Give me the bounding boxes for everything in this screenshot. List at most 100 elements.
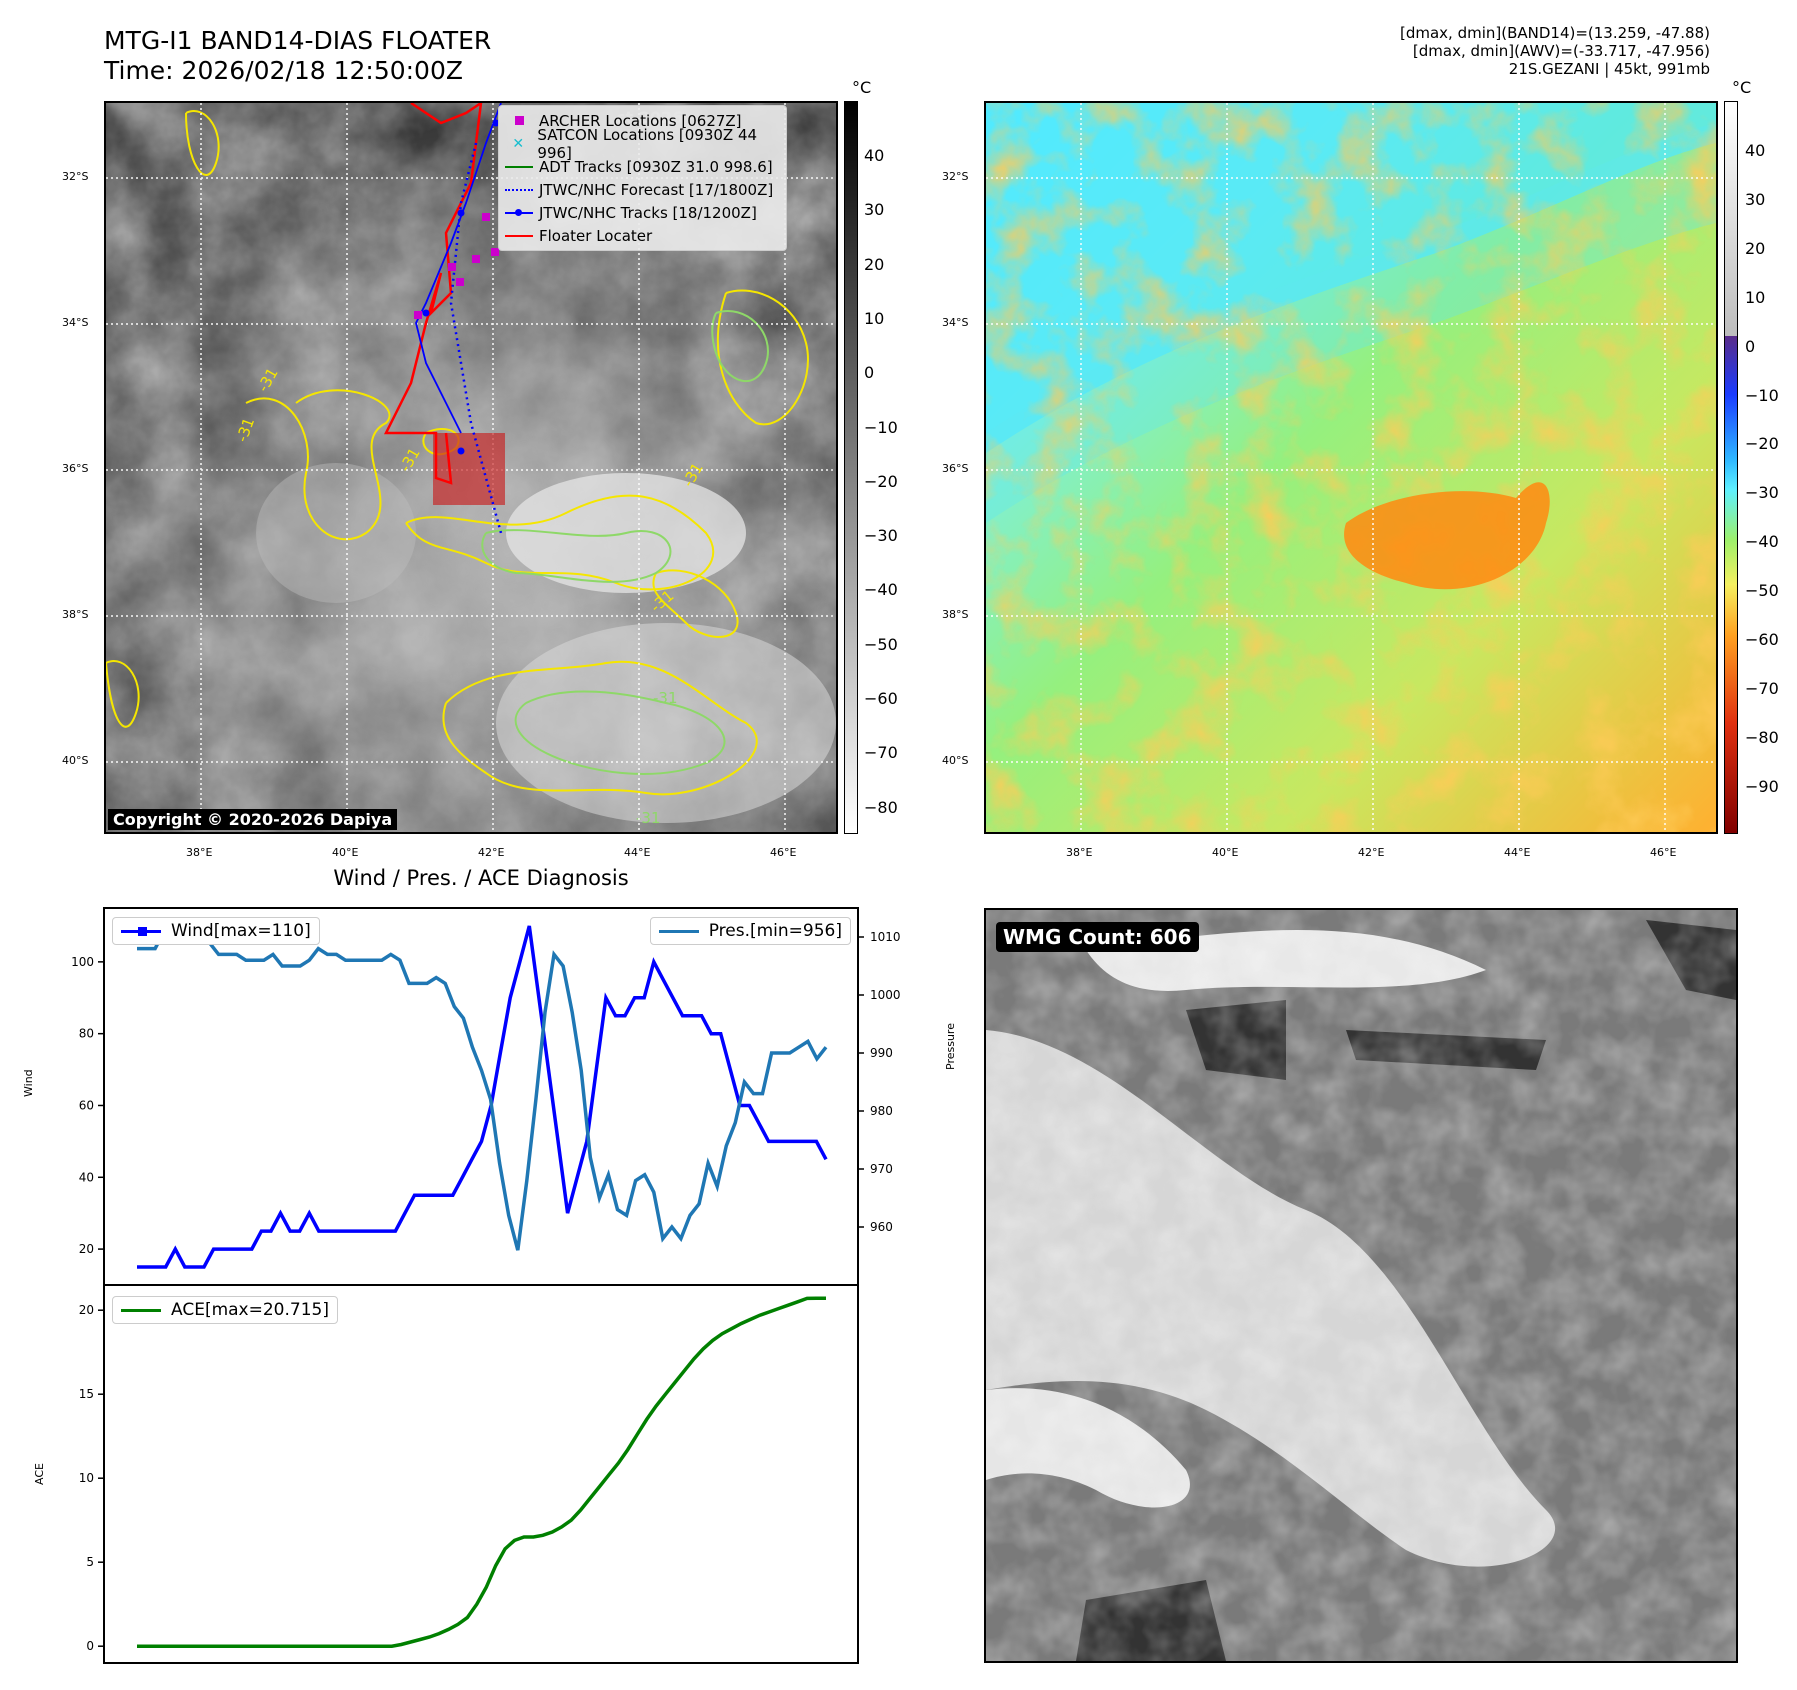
ace-legend: ACE[max=20.715] <box>112 1296 338 1324</box>
colorbar-tick-label: −30 <box>864 526 898 546</box>
diagnosis-title: Wind / Pres. / ACE Diagnosis <box>333 866 629 890</box>
y-tick-label: 10 <box>79 1471 94 1485</box>
wv-colorbar <box>1724 101 1738 834</box>
colorbar-tick-label: −90 <box>1745 776 1779 796</box>
legend-jtwc-forecast: JTWC/NHC Forecast [17/1800Z] <box>499 178 786 201</box>
line-icon <box>658 929 699 933</box>
colorbar-tick-label: 20 <box>1745 238 1766 258</box>
colorbar-tick-label: −60 <box>1745 630 1779 649</box>
square-marker-icon <box>499 116 539 125</box>
lat-tick-label: 40°S <box>942 754 969 767</box>
legend-satcon: ✕ SATCON Locations [0930Z 44 996] <box>499 126 786 162</box>
lat-tick-label: 38°S <box>942 608 969 621</box>
lon-tick-label: 40°E <box>1212 846 1239 859</box>
y2-tick-label: 970 <box>870 1162 893 1176</box>
colorbar-tick-label: 0 <box>1745 336 1756 356</box>
colorbar-tick-label: −70 <box>1745 678 1779 698</box>
lat-tick-label: 32°S <box>62 170 89 183</box>
y2-tick-label: 1010 <box>870 930 901 944</box>
contour-label: -31 <box>636 809 661 827</box>
lon-tick-label: 40°E <box>332 846 359 859</box>
line-marker-icon <box>499 234 539 237</box>
colorbar-tick-label: −10 <box>864 417 898 437</box>
lon-tick-label: 38°E <box>1066 846 1093 859</box>
colorbar-tick-label: −50 <box>864 634 898 654</box>
y2-tick-label: 960 <box>870 1220 893 1234</box>
lat-tick-label: 34°S <box>942 316 969 329</box>
lat-tick-label: 40°S <box>62 754 89 767</box>
copyright-label: Copyright © 2020-2026 Dapiya <box>108 809 398 830</box>
y-tick-label: 15 <box>79 1387 94 1401</box>
pres-legend-label: Pres.[min=956] <box>708 921 842 941</box>
ir-colorbar-unit: °C <box>852 78 872 97</box>
legend-adt: ADT Tracks [0930Z 31.0 998.6] <box>499 155 786 178</box>
lon-tick-label: 42°E <box>1358 846 1385 859</box>
colorbar-tick-label: 0 <box>864 363 875 383</box>
dotted-line-icon <box>499 188 539 191</box>
pres-axis-label: Pressure <box>944 1023 957 1070</box>
ir-map-panel: -31 -31 -31 -31 -31 -31 -31 <box>104 101 838 834</box>
ir-colorbar <box>844 101 858 834</box>
colorbar-tick-label: −80 <box>864 797 898 817</box>
lat-tick-label: 36°S <box>62 462 89 475</box>
colorbar-tick-label: 10 <box>1745 287 1766 307</box>
lon-tick-label: 46°E <box>1650 846 1677 859</box>
colorbar-tick-label: 30 <box>864 200 885 220</box>
colorbar-tick-label: −80 <box>1745 727 1779 747</box>
colorbar-tick-label: −10 <box>1745 385 1779 405</box>
lon-tick-label: 46°E <box>770 846 797 859</box>
wv-colorbar-unit: °C <box>1732 78 1752 97</box>
wmg-panel: WMG Count: 606 <box>984 908 1738 1663</box>
colorbar-tick-label: 30 <box>1745 189 1766 209</box>
wmg-pixel-svg <box>986 910 1736 1661</box>
storm-stats: [dmax, dmin](BAND14)=(13.259, -47.88) [d… <box>1400 24 1710 78</box>
colorbar-tick-label: −70 <box>864 743 898 763</box>
lon-tick-label: 38°E <box>186 846 213 859</box>
y-tick-label: 0 <box>86 1639 94 1653</box>
y-tick-label: 80 <box>79 1027 94 1041</box>
wind-axis-label: Wind <box>22 1069 35 1097</box>
series-line-pressure <box>137 929 828 1251</box>
title-line-1: MTG-I1 BAND14-DIAS FLOATER <box>104 26 492 55</box>
blue-line-dot-icon <box>121 926 161 936</box>
colorbar-tick-label: −40 <box>864 580 898 600</box>
floater-box <box>433 433 505 505</box>
wind-pres-frame <box>103 907 859 1286</box>
y2-tick-label: 990 <box>870 1046 893 1060</box>
y-tick-label: 100 <box>71 955 94 969</box>
y-tick-label: 20 <box>79 1303 94 1317</box>
colorbar-tick-label: −30 <box>1745 483 1779 503</box>
legend-jtwc-tracks: JTWC/NHC Tracks [18/1200Z] <box>499 201 786 224</box>
colorbar-tick-label: −50 <box>1745 581 1779 601</box>
stats-line-3: 21S.GEZANI | 45kt, 991mb <box>1508 60 1710 78</box>
colorbar-tick-label: −40 <box>1745 532 1779 552</box>
y2-tick-label: 980 <box>870 1104 893 1118</box>
lat-tick-label: 38°S <box>62 608 89 621</box>
line-marker-icon <box>499 165 539 168</box>
y-tick-label: 60 <box>79 1098 94 1112</box>
colorbar-tick-label: 20 <box>864 254 885 274</box>
lat-tick-label: 36°S <box>942 462 969 475</box>
pres-legend: Pres.[min=956] <box>649 917 851 945</box>
legend-archer: ARCHER Locations [0627Z] <box>499 109 786 132</box>
wmg-count-label: WMG Count: 606 <box>996 922 1199 952</box>
y2-tick-label: 1000 <box>870 988 901 1002</box>
wind-legend-label: Wind[max=110] <box>171 921 311 941</box>
series-line-ace <box>137 1296 826 1648</box>
colorbar-tick-label: −20 <box>864 471 898 491</box>
wv-map-panel <box>984 101 1718 834</box>
title-line-2: Time: 2026/02/18 12:50:00Z <box>104 56 463 85</box>
stats-line-1: [dmax, dmin](BAND14)=(13.259, -47.88) <box>1399 24 1710 42</box>
wv-map-svg <box>986 103 1716 832</box>
wind-legend: Wind[max=110] <box>112 917 320 945</box>
y-tick-label: 5 <box>86 1555 94 1569</box>
ace-legend-label: ACE[max=20.715] <box>171 1300 329 1320</box>
series-line-wind <box>137 925 828 1269</box>
y-tick-label: 40 <box>79 1170 94 1184</box>
y-tick-label: 20 <box>79 1242 94 1256</box>
line-dot-icon <box>499 208 539 216</box>
lon-tick-label: 44°E <box>624 846 651 859</box>
x-marker-icon: ✕ <box>512 135 525 152</box>
colorbar-tick-label: −60 <box>864 689 898 708</box>
